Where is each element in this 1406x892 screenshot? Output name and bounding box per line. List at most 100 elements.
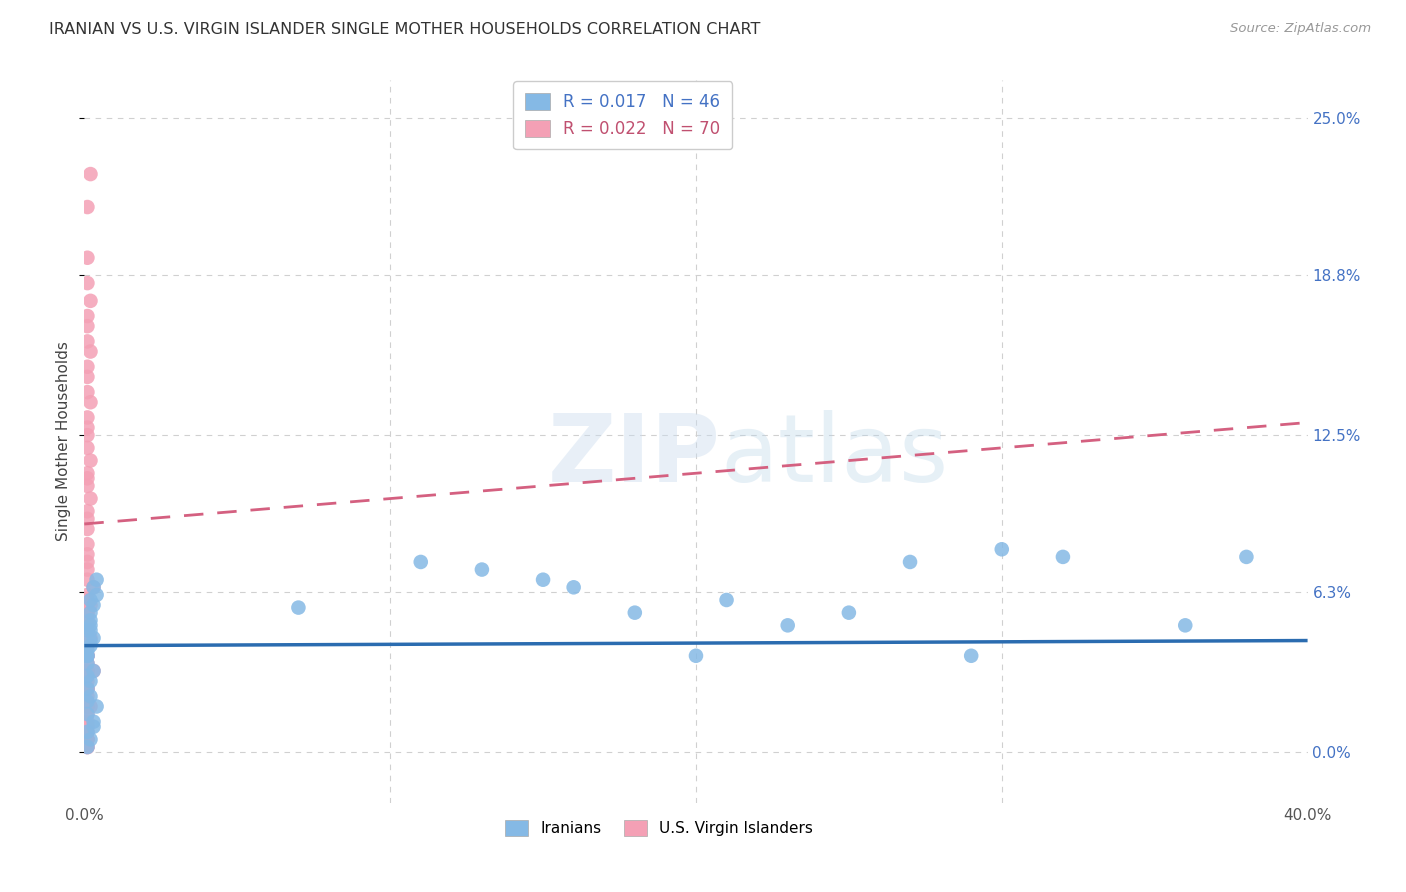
Point [716,593,738,607]
Point [76,690,98,704]
Point [76,200,98,214]
Point [624,606,647,620]
Point [83,598,105,612]
Point [83,720,105,734]
Point [79,167,101,181]
Point [991,542,1014,557]
Point [76,639,98,653]
Point [898,555,921,569]
Point [76,624,98,638]
Point [838,606,860,620]
Point [76,598,98,612]
Point [76,309,98,323]
Point [76,547,98,561]
Point [79,606,101,620]
Point [76,643,98,657]
Point [76,522,98,536]
Text: Source: ZipAtlas.com: Source: ZipAtlas.com [1230,22,1371,36]
Point [76,618,98,632]
Point [76,624,98,638]
Point [287,600,309,615]
Point [79,699,101,714]
Point [76,410,98,425]
Point [79,674,101,689]
Point [79,344,101,359]
Point [76,732,98,747]
Y-axis label: Single Mother Households: Single Mother Households [56,342,72,541]
Point [79,639,101,653]
Text: atlas: atlas [720,410,949,502]
Point [76,664,98,678]
Point [76,648,98,663]
Point [79,395,101,409]
Point [79,618,101,632]
Point [76,657,98,671]
Point [83,714,105,729]
Point [76,674,98,689]
Point [562,580,585,594]
Legend: Iranians, U.S. Virgin Islanders: Iranians, U.S. Virgin Islanders [499,814,820,842]
Point [685,648,707,663]
Point [76,648,98,663]
Point [76,739,98,754]
Point [1174,618,1197,632]
Point [76,385,98,400]
Point [86,699,108,714]
Point [79,598,101,612]
Text: ZIP: ZIP [547,410,720,502]
Point [776,618,799,632]
Point [76,720,98,734]
Point [76,669,98,683]
Point [79,631,101,645]
Point [79,633,101,648]
Point [76,467,98,481]
Point [76,613,98,627]
Point [76,573,98,587]
Point [76,648,98,663]
Point [531,573,554,587]
Point [86,588,108,602]
Point [76,648,98,663]
Point [76,699,98,714]
Point [471,563,494,577]
Point [76,276,98,290]
Point [76,479,98,493]
Point [76,631,98,645]
Point [76,681,98,696]
Point [76,681,98,696]
Point [76,624,98,638]
Point [76,657,98,671]
Point [76,593,98,607]
Point [76,555,98,569]
Point [76,720,98,734]
Point [76,251,98,265]
Point [76,707,98,722]
Point [1052,549,1074,564]
Point [76,739,98,754]
Point [960,648,983,663]
Point [76,724,98,739]
Point [76,664,98,678]
Point [76,359,98,374]
Point [76,694,98,708]
Point [76,334,98,349]
Point [79,491,101,506]
Point [83,631,105,645]
Point [76,699,98,714]
Point [76,606,98,620]
Point [76,441,98,455]
Point [76,732,98,747]
Point [76,370,98,384]
Point [76,471,98,485]
Point [76,681,98,696]
Point [76,563,98,577]
Point [1236,549,1258,564]
Point [76,606,98,620]
Point [83,664,105,678]
Point [76,537,98,551]
Point [86,573,108,587]
Point [76,639,98,653]
Point [76,588,98,602]
Point [76,732,98,747]
Point [83,580,105,594]
